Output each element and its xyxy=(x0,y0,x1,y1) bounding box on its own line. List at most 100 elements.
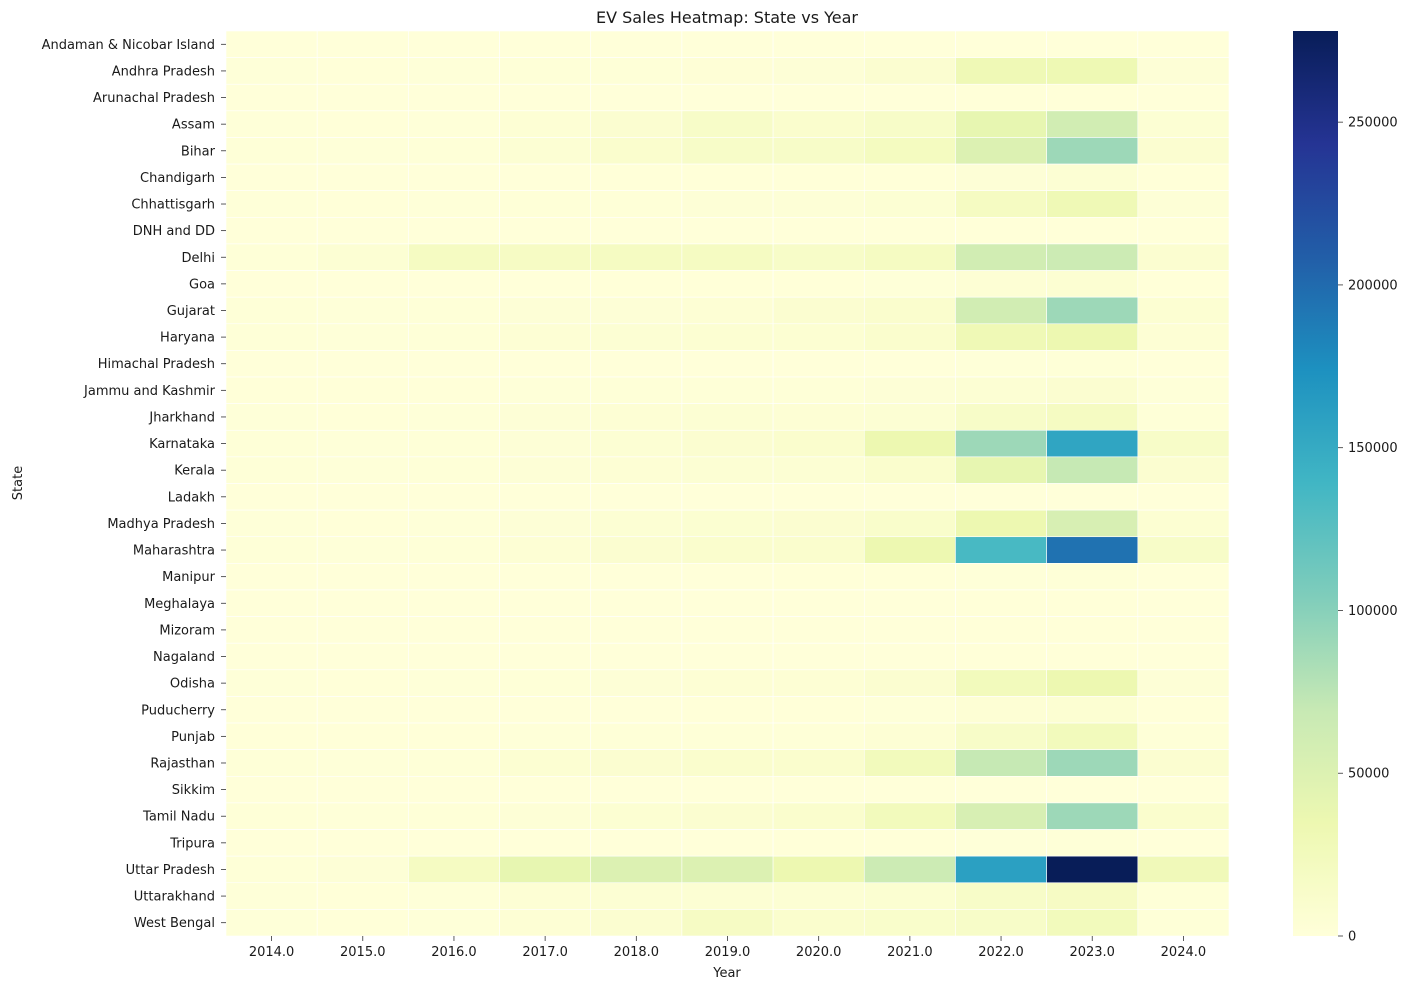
heatmap-cell xyxy=(408,190,500,218)
heatmap-cell xyxy=(499,57,592,85)
heatmap-cell xyxy=(499,217,592,245)
heatmap-cell xyxy=(955,30,1047,58)
y-tick-label: Mizoram xyxy=(159,623,215,638)
heatmap-cell xyxy=(225,137,318,165)
heatmap-cell xyxy=(408,57,500,85)
heatmap-cell xyxy=(408,642,500,671)
heatmap-cell xyxy=(590,509,683,538)
heatmap-cell xyxy=(316,589,409,617)
x-tick-label: 2014.0 xyxy=(249,945,295,960)
heatmap-cell xyxy=(955,563,1047,591)
heatmap-cell xyxy=(955,456,1047,484)
heatmap-cell xyxy=(499,696,592,724)
heatmap-cell xyxy=(1046,83,1139,112)
x-tick-label: 2017.0 xyxy=(522,945,568,960)
heatmap-cell xyxy=(955,429,1047,458)
heatmap-cell xyxy=(681,350,774,378)
heatmap-cell xyxy=(955,323,1047,351)
heatmap-cell xyxy=(681,243,774,271)
heatmap-cell xyxy=(1046,829,1139,857)
chart-title: EV Sales Heatmap: State vs Year xyxy=(596,8,858,27)
y-tick-label: Manipur xyxy=(162,570,216,585)
x-axis-ticks: 2014.0 2015.0 2016.0 2017.0 2018.0 2019.0 2020… xyxy=(249,936,1206,960)
heatmap-cell xyxy=(225,696,318,724)
heatmap-cell xyxy=(499,722,592,750)
heatmap-cell xyxy=(1137,30,1230,58)
heatmap-cell xyxy=(772,83,865,112)
heatmap-cell xyxy=(499,589,592,617)
heatmap-cell xyxy=(408,456,500,484)
heatmap-cell xyxy=(1137,802,1230,830)
heatmap-cell xyxy=(316,563,409,591)
heatmap-cell xyxy=(1046,536,1139,564)
heatmap-cell xyxy=(681,270,774,298)
heatmap-cell xyxy=(681,190,774,218)
heatmap-cell xyxy=(408,749,500,777)
heatmap-cell xyxy=(772,57,865,85)
colorbar-tick-label: 0 xyxy=(1348,930,1356,945)
heatmap-cell xyxy=(772,270,865,298)
colorbar-gradient xyxy=(1293,31,1338,936)
heatmap-cell xyxy=(681,642,774,671)
heatmap-cell xyxy=(408,429,500,458)
heatmap-cell xyxy=(1137,509,1230,538)
heatmap-cell xyxy=(225,589,318,617)
heatmap-cell xyxy=(316,350,409,378)
heatmap-cell xyxy=(955,642,1047,671)
heatmap-cell xyxy=(863,30,956,58)
heatmap-cell xyxy=(863,775,956,804)
heatmap-cell xyxy=(1137,669,1230,697)
heatmap-cell xyxy=(1137,110,1230,138)
heatmap-cell xyxy=(955,403,1047,431)
heatmap-cell xyxy=(316,829,409,857)
heatmap-cell xyxy=(1137,775,1230,804)
colorbar-tick-label: 150000 xyxy=(1348,441,1398,456)
heatmap-cell xyxy=(1137,57,1230,85)
heatmap-cell xyxy=(1046,909,1139,937)
heatmap-cell xyxy=(1046,190,1139,218)
heatmap-cell xyxy=(772,296,865,325)
heatmap-cell xyxy=(408,616,500,644)
x-tick-label: 2018.0 xyxy=(614,945,660,960)
heatmap-cell xyxy=(772,243,865,271)
heatmap-cell xyxy=(225,483,318,511)
heatmap-cell xyxy=(681,217,774,245)
heatmap-cell xyxy=(1137,855,1230,884)
heatmap-cell xyxy=(590,57,683,85)
heatmap-cell xyxy=(772,403,865,431)
heatmap-cell xyxy=(225,83,318,112)
heatmap-cell xyxy=(863,137,956,165)
y-tick-label: Haryana xyxy=(160,331,215,346)
heatmap-cell xyxy=(955,110,1047,138)
heatmap-cell xyxy=(772,217,865,245)
heatmap-cell xyxy=(225,563,318,591)
heatmap-cell xyxy=(772,749,865,777)
heatmap-cell xyxy=(408,829,500,857)
heatmap-cell xyxy=(681,30,774,58)
heatmap-cell xyxy=(681,669,774,697)
heatmap-cell xyxy=(863,642,956,671)
heatmap-cell xyxy=(316,137,409,165)
heatmap-cell xyxy=(1137,376,1230,404)
heatmap-cell xyxy=(499,563,592,591)
heatmap-cell xyxy=(1046,722,1139,750)
heatmap-cell xyxy=(590,429,683,458)
heatmap-cell xyxy=(955,589,1047,617)
heatmap-cell xyxy=(499,83,592,112)
x-tick-label: 2022.0 xyxy=(978,945,1024,960)
heatmap-cell xyxy=(681,749,774,777)
heatmap-cell xyxy=(225,323,318,351)
heatmap-cell xyxy=(1046,110,1139,138)
heatmap-cell xyxy=(681,696,774,724)
colorbar-tick-label: 50000 xyxy=(1348,767,1389,782)
heatmap-cell xyxy=(225,536,318,564)
y-tick-label: Assam xyxy=(172,118,215,133)
heatmap-cell xyxy=(772,722,865,750)
heatmap-cell xyxy=(1046,323,1139,351)
heatmap-cell xyxy=(1137,83,1230,112)
heatmap-cell xyxy=(408,296,500,325)
heatmap-cell xyxy=(408,403,500,431)
heatmap-cell xyxy=(316,456,409,484)
heatmap-cell xyxy=(955,616,1047,644)
heatmap-cell xyxy=(1137,909,1230,937)
